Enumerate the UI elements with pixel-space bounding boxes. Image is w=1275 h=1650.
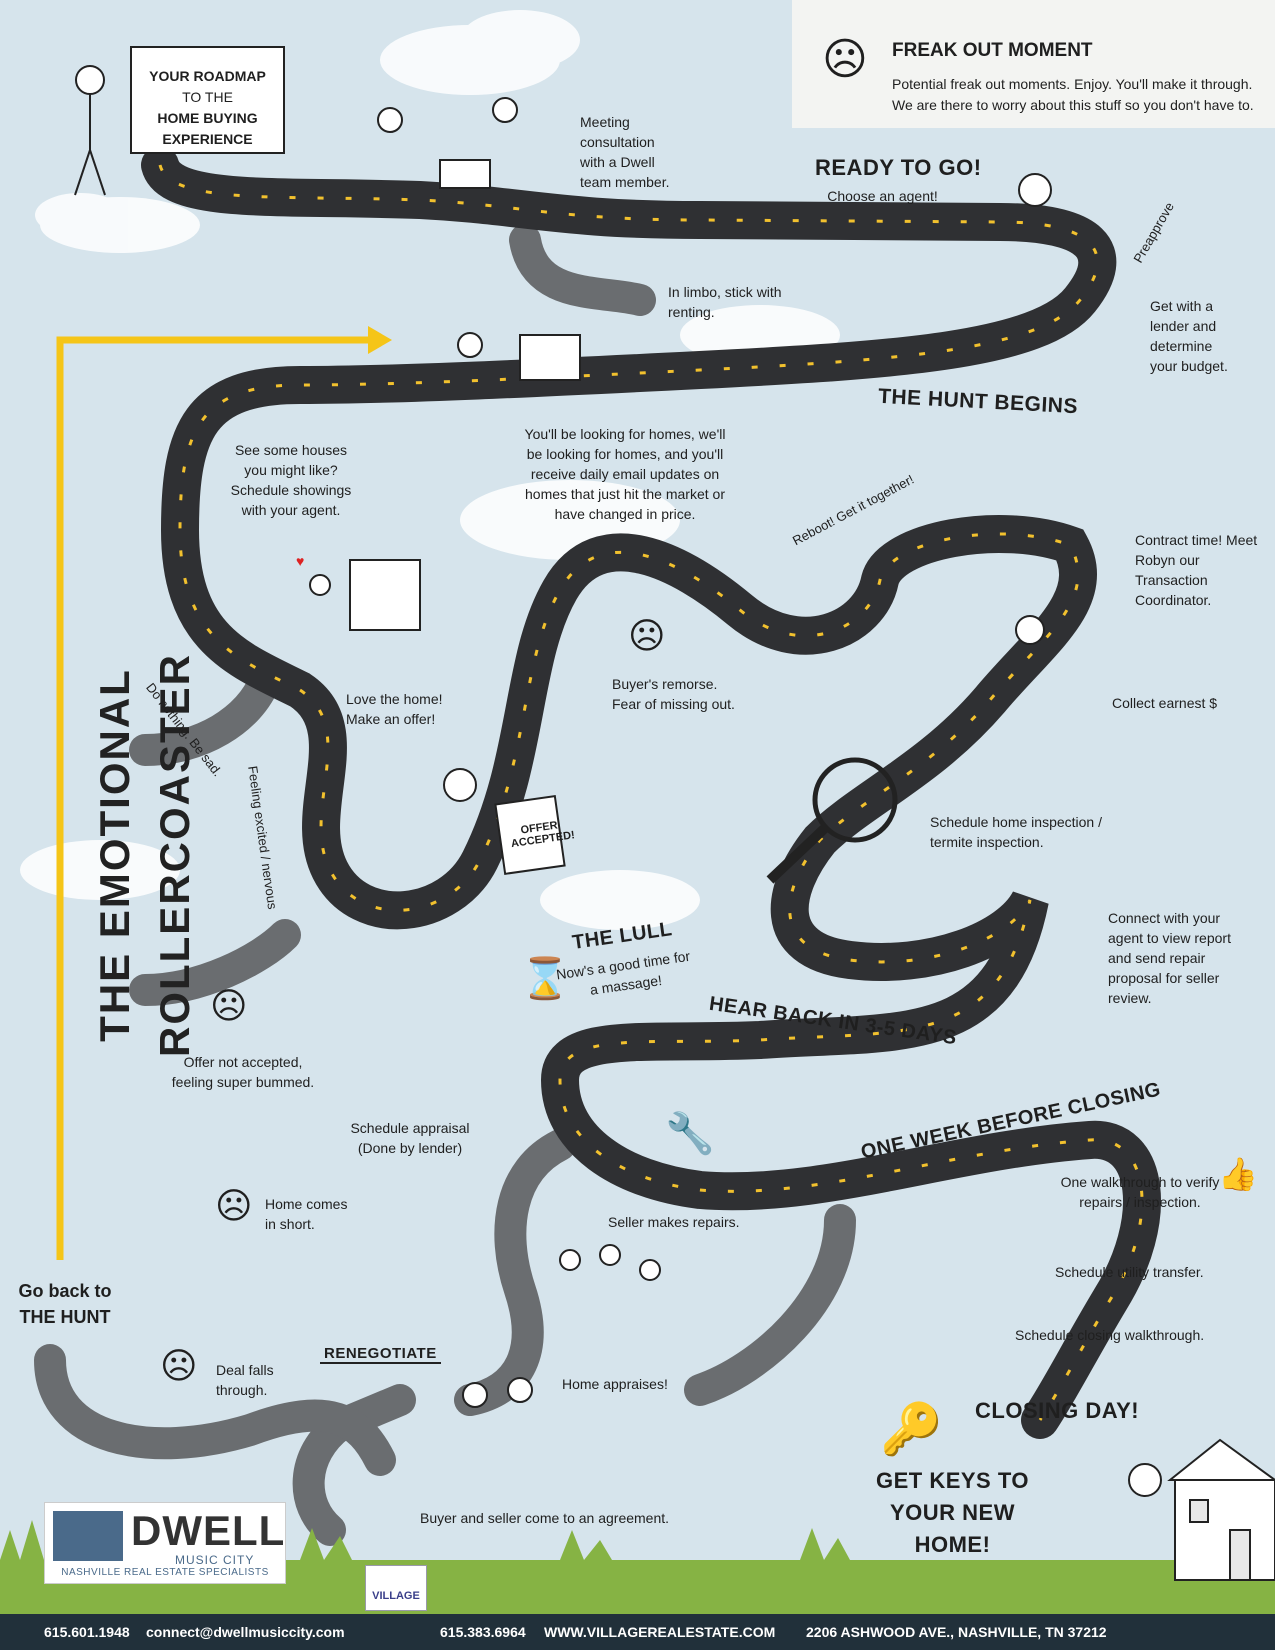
- stage-keys: GET KEYS TO YOUR NEW HOME!: [875, 1468, 1029, 1557]
- go-back-line-2: THE HUNT: [19, 1307, 111, 1327]
- footer-phone-2: 615.383.6964: [440, 1624, 526, 1640]
- keys-icon: 🔑: [880, 1401, 943, 1457]
- note-falls: Deal falls through.: [216, 1362, 274, 1398]
- stage-ready: READY TO GO!: [815, 155, 982, 180]
- note-connect: Connect with your agent to view report a…: [1108, 910, 1231, 1006]
- footer-address: 2206 ASHWOOD AVE., NASHVILLE, TN 37212: [806, 1624, 1107, 1640]
- go-back-arrow: [56, 326, 392, 1260]
- note-not-accepted: Offer not accepted, feeling super bummed…: [171, 1054, 315, 1090]
- note-appraisal: Schedule appraisal (Done by lender): [350, 1120, 470, 1156]
- footer-website[interactable]: WWW.VILLAGEREALESTATE.COM: [544, 1624, 776, 1640]
- legend-title: FREAK OUT MOMENT: [892, 40, 1093, 61]
- note-limbo: In limbo, stick with renting.: [668, 284, 782, 320]
- freak-out-icon-falls: ☹: [160, 1345, 198, 1386]
- dwell-logo: DWELL MUSIC CITY NASHVILLE REAL ESTATE S…: [44, 1502, 286, 1584]
- note-repairs: Seller makes repairs.: [608, 1214, 740, 1230]
- freak-out-icon-not-accepted: ☹: [210, 985, 248, 1026]
- note-utility: Schedule utility transfer.: [1055, 1264, 1204, 1280]
- note-meeting: Meeting consultation with a Dwell team m…: [580, 114, 670, 190]
- note-lender: Get with a lender and determine your bud…: [1150, 298, 1228, 374]
- note-walkthrough: One walkthrough to verify repairs / insp…: [1060, 1174, 1220, 1210]
- note-agreement: Buyer and seller come to an agreement.: [420, 1510, 670, 1526]
- logo-name: DWELL: [131, 1507, 286, 1554]
- go-back-label: Go back to THE HUNT: [10, 1278, 120, 1330]
- gray-branches: [34, 224, 856, 1546]
- side-title: THE EMOTIONAL ROLLERCOASTER: [91, 653, 198, 1057]
- freak-out-icon-remorse: ☹: [628, 615, 666, 656]
- new-home-illustration: [1167, 1438, 1275, 1581]
- village-logo: VILLAGE: [365, 1565, 427, 1611]
- sign-line-4: EXPERIENCE: [162, 131, 253, 147]
- logo-sub: MUSIC CITY: [175, 1553, 255, 1567]
- footer-phone-1: 615.601.1948: [44, 1624, 130, 1640]
- note-closing-walk: Schedule closing walkthrough.: [1015, 1327, 1205, 1343]
- village-logo-text: VILLAGE: [372, 1590, 420, 1602]
- grass: [0, 1520, 1275, 1620]
- thumbs-up-icon: 👍: [1218, 1156, 1258, 1192]
- roadmap-sign: YOUR ROADMAP TO THE HOME BUYING EXPERIEN…: [130, 46, 285, 154]
- road-dashes: [158, 164, 1144, 1421]
- logo-mark: [53, 1511, 123, 1561]
- freak-out-icon-short: ☹: [215, 1185, 253, 1226]
- stage-closing: CLOSING DAY!: [975, 1398, 1140, 1423]
- sign-line-1: YOUR ROADMAP: [149, 68, 266, 84]
- logo-tagline: NASHVILLE REAL ESTATE SPECIALISTS: [61, 1567, 269, 1578]
- note-see-houses: See some houses you might like? Schedule…: [230, 442, 352, 518]
- note-looking: You'll be looking for homes, we'll be lo…: [524, 426, 726, 522]
- legend-description: Potential freak out moments. Enjoy. You'…: [892, 76, 1254, 113]
- stage-renegotiate: RENEGOTIATE: [320, 1345, 441, 1364]
- note-short: Home comes in short.: [265, 1196, 348, 1232]
- heart-icon: ♥: [296, 553, 305, 569]
- note-appraises: Home appraises!: [562, 1376, 668, 1392]
- note-earnest: Collect earnest $: [1112, 695, 1218, 711]
- note-inspection: Schedule home inspection / termite inspe…: [930, 814, 1102, 850]
- wrench-icon: 🔧: [665, 1112, 715, 1156]
- freak-out-icon: ☹: [822, 35, 868, 84]
- note-contract: Contract time! Meet Robyn our Transactio…: [1135, 532, 1258, 608]
- note-remorse: Buyer's remorse. Fear of missing out.: [612, 676, 735, 712]
- sign-line-3: HOME BUYING: [157, 110, 258, 126]
- note-love: Love the home! Make an offer!: [346, 691, 443, 727]
- character-illustrations: [74, 65, 1162, 1497]
- sign-line-2: TO THE: [182, 89, 233, 105]
- stage-ready-sub: Choose an agent!: [827, 188, 938, 204]
- footer-email[interactable]: connect@dwellmusiccity.com: [146, 1624, 345, 1640]
- legend-box: ☹ FREAK OUT MOMENT Potential freak out m…: [792, 0, 1275, 128]
- go-back-line-1: Go back to: [18, 1281, 112, 1301]
- footer-bar: [0, 1614, 1275, 1650]
- hourglass-icon: ⌛: [520, 957, 570, 1001]
